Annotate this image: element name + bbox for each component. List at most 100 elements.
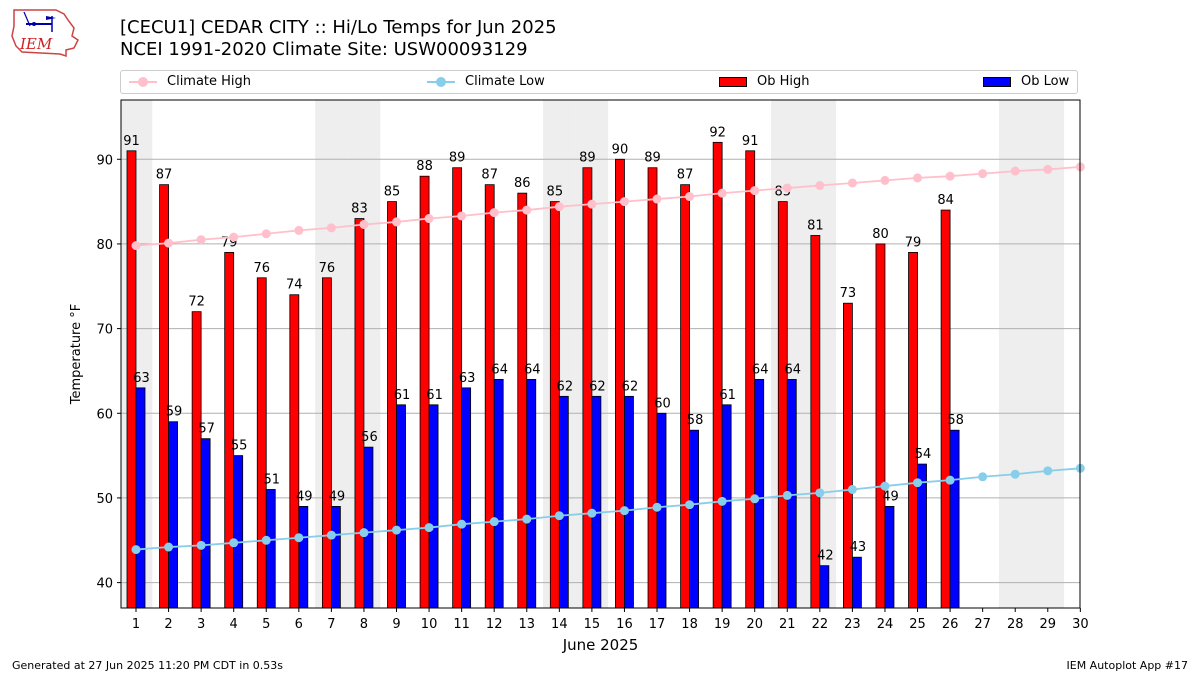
ob-low-bar: [200, 438, 211, 609]
ob-high-bar: [387, 201, 397, 609]
ob-high-label: 92: [709, 125, 726, 140]
x-tick-label: 17: [649, 617, 666, 632]
climate-high-point: [652, 194, 662, 204]
ob-low-label: 58: [687, 413, 704, 428]
climate-low-point: [619, 506, 629, 516]
legend: Climate High Climate Low Ob High Ob Low: [120, 70, 1078, 94]
ob-low-bar: [949, 429, 960, 609]
x-tick-label: 4: [230, 617, 238, 632]
ob-high-bar: [191, 311, 202, 609]
ob-low-swatch: [983, 76, 1011, 87]
climate-high-point: [457, 211, 467, 221]
x-tick-label: 23: [844, 617, 861, 632]
ob-low-label: 62: [589, 379, 606, 394]
chart-title: [CECU1] CEDAR CITY :: Hi/Lo Temps for Ju…: [120, 17, 557, 61]
ob-high-label: 73: [840, 286, 857, 301]
x-tick-label: 7: [327, 617, 335, 632]
ob-high-label: 74: [286, 278, 303, 293]
ob-high-label: 80: [872, 227, 889, 242]
climate-high-point: [522, 205, 532, 215]
ob-high-label: 84: [937, 193, 954, 208]
x-tick-label: 22: [812, 617, 829, 632]
title-line-1: [CECU1] CEDAR CITY :: Hi/Lo Temps for Ju…: [120, 17, 557, 38]
ob-high-bar: [680, 184, 690, 609]
climate-high-point: [164, 238, 174, 248]
climate-high-point: [619, 197, 629, 207]
climate-low-point: [978, 472, 988, 482]
ob-high-bar: [321, 277, 332, 609]
ob-low-label: 61: [426, 388, 443, 403]
ob-low-label: 61: [719, 388, 736, 403]
ob-low-label: 42: [817, 549, 834, 564]
ob-high-label: 87: [677, 168, 694, 183]
ob-low-label: 49: [329, 489, 346, 504]
x-tick-label: 9: [392, 617, 400, 632]
climate-high-point: [945, 171, 955, 181]
x-tick-label: 18: [681, 617, 698, 632]
ob-low-label: 51: [263, 472, 280, 487]
ob-low-label: 64: [752, 362, 769, 377]
ob-high-bar: [256, 277, 267, 609]
climate-high-point: [392, 217, 402, 227]
climate-low-point: [1043, 466, 1053, 476]
ob-high-bar: [712, 141, 723, 609]
ob-high-bar: [908, 251, 918, 609]
ob-low-label: 64: [784, 362, 801, 377]
ob-low-bar: [330, 505, 341, 609]
climate-high-point: [717, 188, 727, 198]
climate-low-point: [880, 481, 890, 491]
ob-high-label: 91: [742, 134, 759, 149]
legend-label: Ob Low: [1021, 74, 1070, 89]
ob-high-label: 91: [123, 134, 140, 149]
ob-high-label: 76: [253, 261, 270, 276]
ob-low-bar: [428, 404, 439, 609]
climate-high-point: [294, 225, 304, 235]
y-tick-label: 40: [96, 577, 113, 592]
climate-high-point: [1043, 164, 1053, 174]
ob-low-bar: [852, 556, 862, 609]
legend-label: Climate High: [167, 74, 252, 89]
x-tick-label: 21: [779, 617, 796, 632]
x-tick-label: 15: [584, 617, 601, 632]
x-tick-label: 27: [974, 617, 991, 632]
climate-low-point: [131, 545, 141, 555]
x-tick-label: 11: [453, 617, 470, 632]
ob-low-label: 60: [654, 396, 671, 411]
ob-high-bar: [224, 251, 235, 609]
weekend-band: [998, 100, 1032, 608]
ob-high-label: 88: [416, 159, 433, 174]
ob-low-bar: [591, 395, 602, 609]
ob-high-bar: [647, 167, 658, 609]
climate-low-point: [522, 514, 532, 524]
x-tick-label: 30: [1072, 617, 1089, 632]
climate-low-point: [945, 475, 955, 485]
climate-high-point: [326, 223, 336, 233]
ob-low-bar: [689, 429, 699, 609]
ob-high-swatch: [719, 76, 747, 87]
ob-high-bar: [875, 243, 886, 609]
climate-low-point: [392, 525, 402, 535]
x-tick-label: 5: [262, 617, 270, 632]
climate-low-point: [587, 508, 597, 518]
climate-high-point: [196, 235, 206, 245]
ob-low-bar: [265, 489, 276, 609]
ob-high-label: 89: [579, 151, 596, 166]
climate-low-point: [913, 478, 923, 488]
x-tick-label: 25: [909, 617, 926, 632]
y-axis-label: Temperature °F: [69, 304, 84, 405]
x-tick-label: 10: [421, 617, 438, 632]
climate-low-point: [164, 542, 174, 552]
climate-high-point: [750, 186, 760, 196]
ob-low-label: 63: [459, 371, 476, 386]
ob-low-bar: [461, 387, 472, 609]
climate-low-point: [196, 540, 206, 550]
x-tick-label: 29: [1040, 617, 1057, 632]
climate-high-point: [554, 202, 564, 212]
legend-item-ob-low: Ob Low: [983, 74, 1069, 90]
ob-high-label: 85: [384, 185, 401, 200]
x-tick-label: 20: [746, 617, 763, 632]
x-tick-label: 2: [164, 617, 172, 632]
climate-high-point: [913, 173, 923, 183]
ob-high-label: 90: [612, 142, 629, 157]
